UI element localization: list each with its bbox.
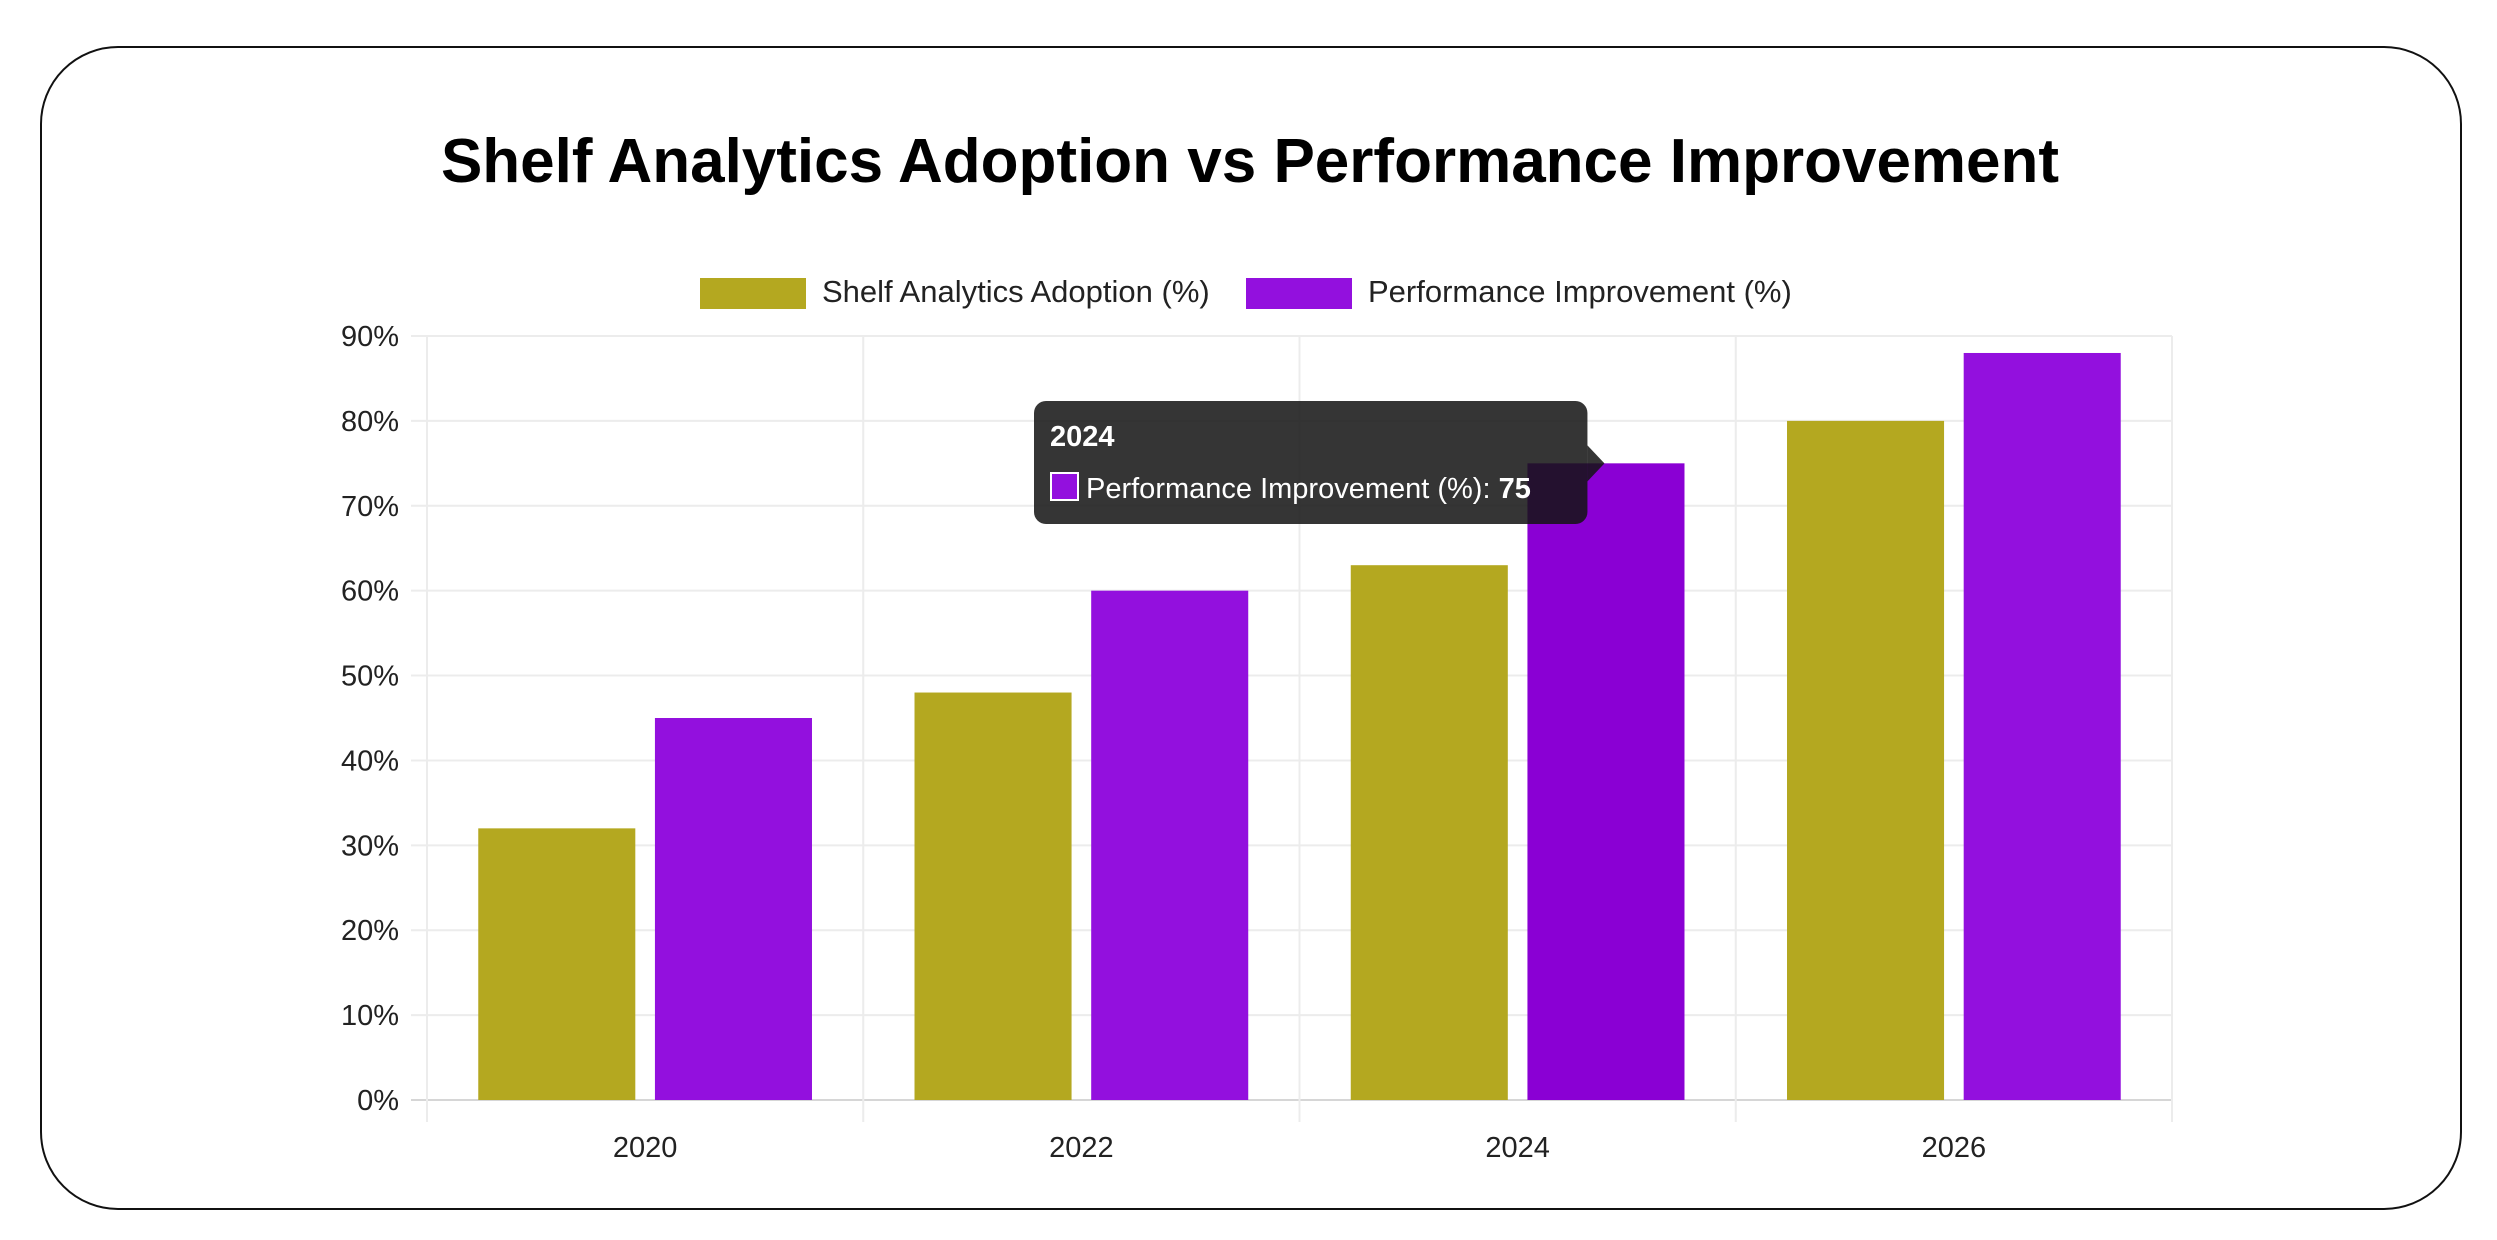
x-tick-label: 2026 <box>1922 1132 1987 1164</box>
y-tick-label: 50% <box>341 661 399 693</box>
tooltip-swatch <box>1050 472 1079 501</box>
bar-adoption-2020[interactable] <box>478 828 636 1100</box>
y-tick-label: 40% <box>341 745 399 777</box>
legend-item-adoption[interactable]: Shelf Analytics Adoption (%) <box>700 274 1210 309</box>
legend-swatch-performance <box>1246 278 1352 309</box>
x-tick-label: 2020 <box>613 1132 678 1164</box>
bar-adoption-2022[interactable] <box>914 692 1072 1100</box>
tooltip-title: 2024 <box>1050 421 1115 453</box>
x-tick-label: 2024 <box>1485 1132 1550 1164</box>
tooltip-box: 2024 Performance Improvement (%): 75 <box>1034 401 1605 524</box>
chart-title: Shelf Analytics Adoption vs Performance … <box>441 127 2059 196</box>
y-tick-label: 0% <box>357 1085 399 1117</box>
tooltip-value: 75 <box>1499 473 1531 505</box>
y-tick-label: 70% <box>341 491 399 523</box>
legend: Shelf Analytics Adoption (%) Performance… <box>700 274 1792 309</box>
bar-adoption-2024[interactable] <box>1350 565 1508 1100</box>
bar-performance-2022[interactable] <box>1091 590 1249 1100</box>
tooltip-caret <box>1587 445 1605 482</box>
y-tick-label: 80% <box>341 406 399 438</box>
x-tick-label: 2022 <box>1049 1132 1114 1164</box>
bar-adoption-2026[interactable] <box>1787 420 1945 1100</box>
legend-swatch-adoption <box>700 278 806 309</box>
y-tick-label: 60% <box>341 576 399 608</box>
bar-performance-2024[interactable] <box>1527 463 1685 1100</box>
tooltip: 2024 Performance Improvement (%): 75 <box>1034 401 1605 524</box>
y-tick-label: 20% <box>341 915 399 947</box>
legend-label-adoption: Shelf Analytics Adoption (%) <box>822 274 1210 309</box>
bar-performance-2026[interactable] <box>1963 352 2121 1100</box>
y-tick-label: 10% <box>341 1000 399 1032</box>
legend-label-performance: Performance Improvement (%) <box>1368 274 1792 309</box>
legend-item-performance[interactable]: Performance Improvement (%) <box>1246 274 1792 309</box>
bar-performance-2020[interactable] <box>654 718 812 1100</box>
y-axis-tick-labels: 0% 10% 20% 30% 40% 50% 60% 70% 80% 90% <box>341 321 399 1117</box>
y-tick-label: 90% <box>341 321 399 353</box>
tooltip-background <box>1034 401 1588 524</box>
x-axis-tick-labels: 2020 2022 2024 2026 <box>613 1132 1986 1164</box>
y-tick-label: 30% <box>341 830 399 862</box>
bars <box>478 352 2121 1100</box>
tooltip-label: Performance Improvement (%): 75 <box>1086 473 1531 505</box>
